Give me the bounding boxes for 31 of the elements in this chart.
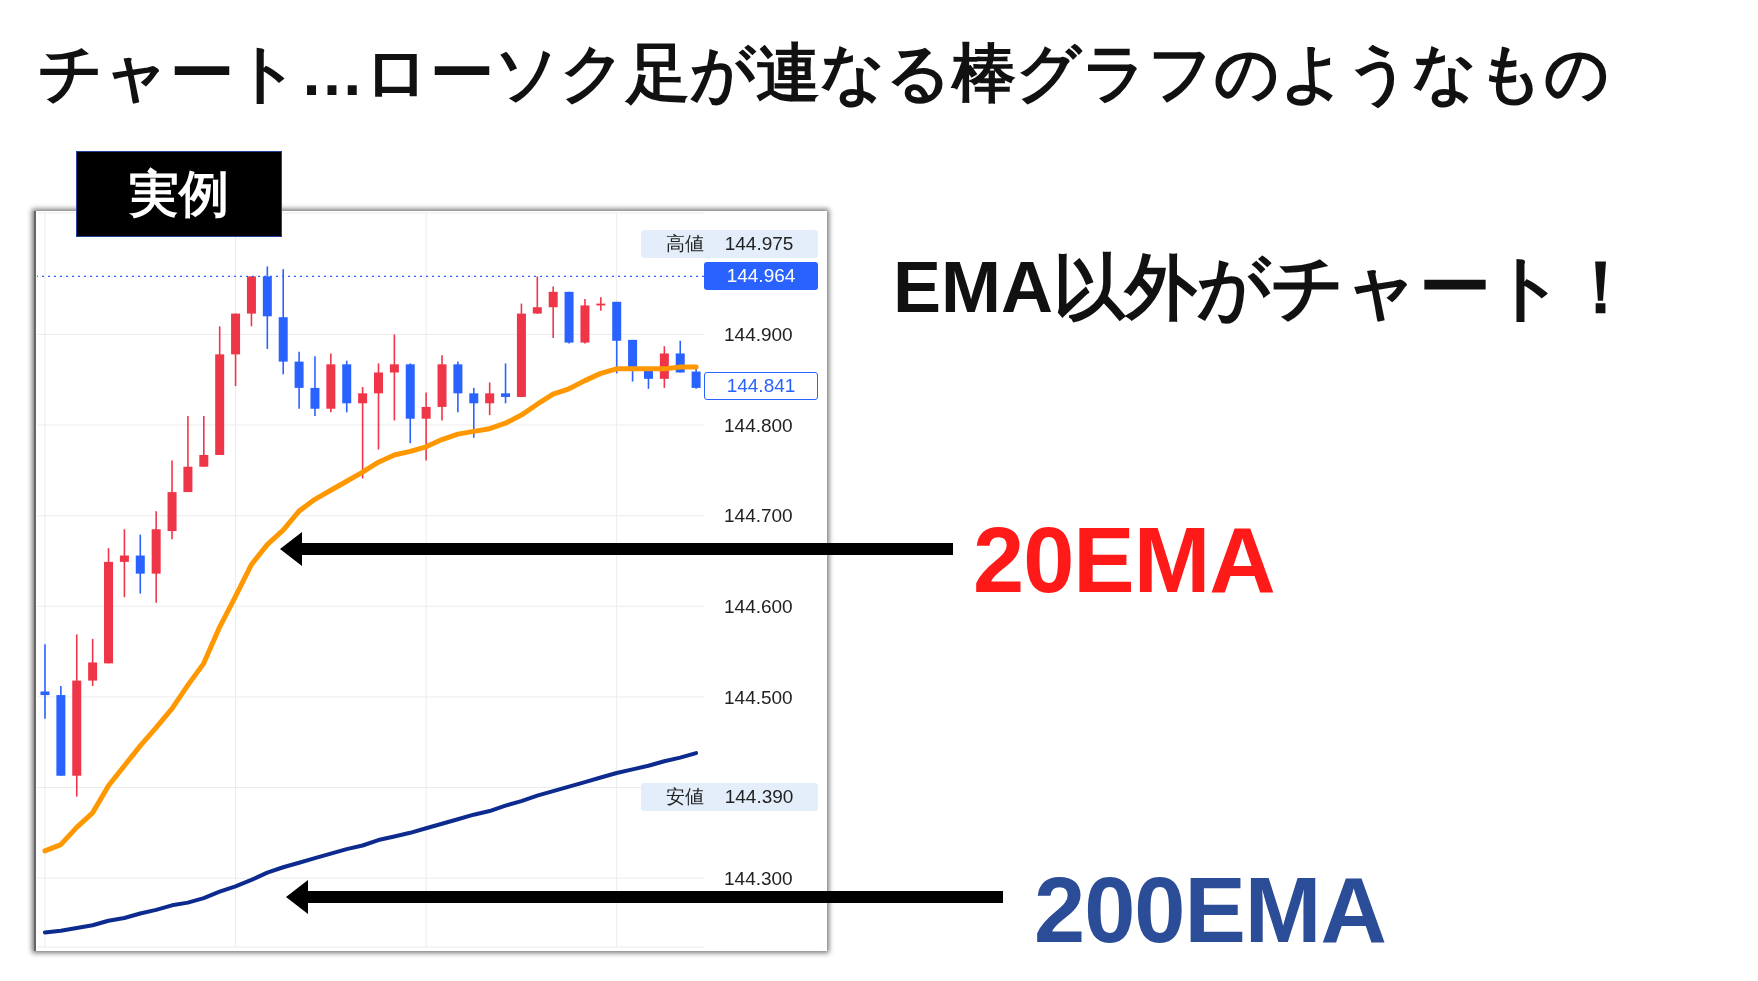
annotation: 高値 144.975 <box>641 230 818 258</box>
y-tick-label: 144.900 <box>724 324 793 346</box>
text: 20EMA <box>973 508 1275 613</box>
annotation: 実例 <box>76 151 282 237</box>
candlestick <box>88 638 98 687</box>
y-tick-label: 144.700 <box>724 505 793 527</box>
y-tick-label: 144.800 <box>724 414 793 436</box>
text: 200EMA <box>1034 858 1386 963</box>
text: 144.841 <box>704 372 818 400</box>
candlestick <box>501 362 511 405</box>
candlestick <box>358 386 368 480</box>
candlestick <box>485 381 495 416</box>
candlestick <box>532 275 542 315</box>
candlestick <box>691 368 701 390</box>
candlestick <box>469 387 479 439</box>
candlestick <box>119 528 129 599</box>
text: EMA以外がチャート！ <box>893 246 1637 329</box>
ref-line-label: 144.964 <box>704 262 818 291</box>
y-tick-label: 144.500 <box>724 686 793 708</box>
y-tick-label: 144.600 <box>724 596 793 618</box>
candlestick <box>40 643 50 720</box>
candlestick <box>135 533 145 595</box>
chart-title: チャート…ローソク足が連なる棒グラフのようなもの <box>38 36 1610 111</box>
annotation: 安値 144.390 <box>641 783 818 811</box>
candlestick <box>199 415 209 468</box>
candlestick <box>310 355 320 417</box>
candlestick <box>389 333 399 422</box>
candlestick <box>421 391 431 462</box>
y-tick-label: 144.300 <box>724 867 793 889</box>
candlestick <box>548 285 558 339</box>
candlestick <box>373 362 383 451</box>
